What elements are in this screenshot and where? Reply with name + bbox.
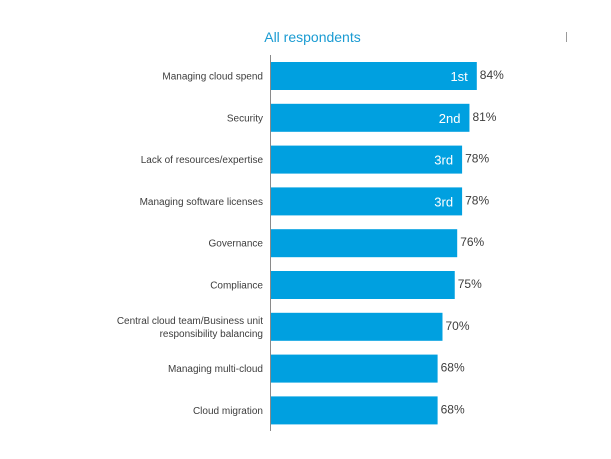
value-label: 70%: [446, 319, 470, 333]
bar: [271, 103, 470, 132]
category-label: Compliance: [210, 281, 263, 292]
menu-handle: [566, 32, 567, 42]
rank-label: 3rd: [434, 194, 453, 209]
bar: [271, 396, 438, 425]
value-label: 84%: [480, 68, 504, 82]
value-label: 68%: [441, 361, 465, 375]
bar: [271, 145, 463, 174]
value-label: 68%: [441, 402, 465, 416]
category-label: Central cloud team/Business unit: [117, 316, 263, 327]
category-label: Governance: [209, 239, 264, 250]
value-label: 78%: [465, 193, 489, 207]
bar: [271, 62, 477, 90]
category-label: Managing cloud spend: [162, 72, 263, 83]
category-label: Cloud migration: [193, 406, 263, 417]
bar: [271, 271, 455, 299]
category-label: Security: [227, 113, 263, 124]
value-label: 75%: [458, 277, 482, 291]
bar: [271, 354, 438, 383]
value-label: 76%: [460, 235, 484, 249]
bar: [271, 187, 463, 216]
category-label: Managing software licenses: [140, 197, 263, 208]
category-label: responsibility balancing: [160, 329, 263, 340]
rank-label: 1st: [450, 69, 468, 84]
chart-title: All respondents: [264, 29, 361, 45]
rank-label: 2nd: [439, 111, 461, 126]
value-label: 81%: [472, 110, 496, 124]
bar: [271, 229, 458, 258]
bar: [271, 312, 443, 341]
category-label: Managing multi-cloud: [168, 364, 263, 375]
value-label: 78%: [465, 152, 489, 166]
rank-label: 3rd: [434, 153, 453, 168]
category-label: Lack of resources/expertise: [141, 155, 264, 166]
